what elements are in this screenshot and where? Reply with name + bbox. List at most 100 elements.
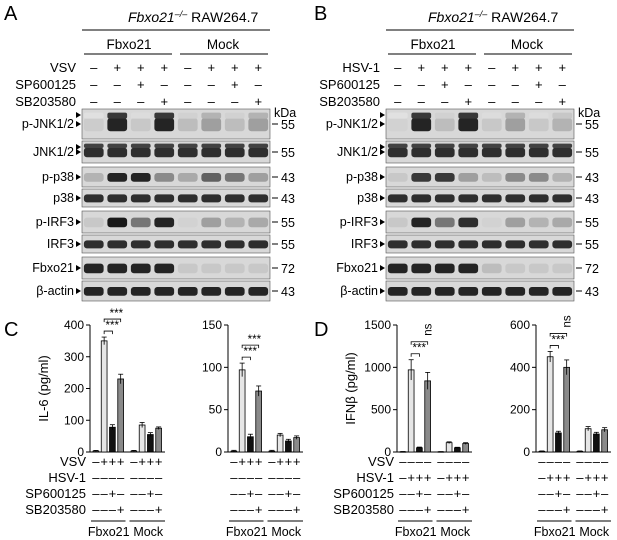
blot-band <box>528 240 549 249</box>
blot-band <box>224 143 245 149</box>
treatment-sign: + <box>445 470 453 485</box>
band-arrow <box>380 219 385 225</box>
kda-marker: 55 <box>585 146 599 160</box>
treatment-label: VSV <box>60 454 86 469</box>
blot-label: p-IRF3 <box>36 215 74 229</box>
significance-bracket <box>241 356 251 361</box>
blot-band <box>434 143 455 149</box>
treatment-sign: + <box>276 454 284 469</box>
treatment-sign: – <box>277 470 285 485</box>
treatment-sign: – <box>130 470 138 485</box>
blot-band <box>154 147 175 158</box>
significance-label: *** <box>110 308 124 320</box>
band-arrow <box>380 241 385 247</box>
blot-band <box>387 217 408 228</box>
treatment-sign: – <box>90 77 98 92</box>
bar <box>255 390 262 453</box>
blot-band <box>83 217 104 228</box>
blot-band <box>528 143 549 149</box>
significance-label: *** <box>248 334 262 346</box>
treatment-sign: – <box>576 502 584 517</box>
blot-band <box>505 173 526 182</box>
treatment-sign: – <box>92 486 100 501</box>
treatment-label: SB203580 <box>15 94 76 109</box>
bar <box>563 366 570 453</box>
treatment-sign: + <box>109 486 117 501</box>
blot-strip <box>385 210 575 234</box>
blot-band <box>130 287 151 296</box>
blot-band <box>83 173 104 182</box>
group-label: Mock <box>133 525 164 539</box>
bar <box>445 442 453 453</box>
treatment-sign: – <box>130 486 138 501</box>
blot-band <box>107 118 128 132</box>
panel-title: Fbxo21–/– RAW264.7 <box>128 9 258 25</box>
treatment-sign: + <box>511 60 519 75</box>
blot-background <box>385 280 575 302</box>
blot-band <box>481 263 502 274</box>
treatment-sign: – <box>585 502 593 517</box>
treatment-sign: – <box>563 486 571 501</box>
treatment-sign: + <box>100 454 108 469</box>
y-tick-label: 500 <box>371 403 391 417</box>
significance-label: *** <box>106 320 120 332</box>
blot-band <box>434 173 455 182</box>
significance-bracket <box>410 353 420 357</box>
bar <box>546 356 554 453</box>
blot-label: Fbxo21 <box>336 261 378 275</box>
blot-background <box>81 140 271 164</box>
blot-label: Fbxo21 <box>32 261 74 275</box>
group-label: Fbxo21 <box>106 37 151 52</box>
blot-band <box>130 143 151 149</box>
blot-strip <box>81 256 271 280</box>
blot-band <box>411 287 432 296</box>
kda-marker: 43 <box>585 192 599 206</box>
significance-bracket <box>103 330 113 335</box>
blot-label: p38 <box>53 191 74 205</box>
blot-label: p-JNK1/2 <box>326 117 378 131</box>
blot-label: IRF3 <box>351 237 378 251</box>
blot-band <box>224 173 245 182</box>
blot-strip <box>385 108 575 140</box>
treatment-sign: – <box>114 77 122 92</box>
group-label: Mock <box>271 525 302 539</box>
treatment-label: VSV <box>368 454 394 469</box>
blot-band <box>528 173 549 182</box>
blot-background <box>385 140 575 164</box>
treatment-sign: + <box>160 94 168 109</box>
treatment-sign: + <box>601 502 609 517</box>
treatment-sign: – <box>130 454 138 469</box>
y-axis-label: IFNβ (pg/ml) <box>343 352 358 424</box>
blot-band <box>434 112 455 119</box>
significance-bracket <box>410 341 429 345</box>
treatment-sign: – <box>593 454 601 469</box>
blot-band <box>107 112 128 119</box>
blot-band <box>107 240 128 249</box>
treatment-sign: + <box>247 454 255 469</box>
blot-band <box>387 112 408 119</box>
significance-label: *** <box>413 343 427 355</box>
kda-marker: 55 <box>281 238 295 252</box>
treatment-sign: + <box>117 454 125 469</box>
blot-band <box>481 118 502 132</box>
kda-marker: 43 <box>281 192 295 206</box>
blot-band <box>458 263 479 274</box>
treatment-sign: + <box>231 77 239 92</box>
treatment-sign: – <box>454 454 462 469</box>
blot-label: IRF3 <box>47 237 74 251</box>
blot-band <box>552 118 573 132</box>
treatment-sign: – <box>563 454 571 469</box>
blot-label: p-p38 <box>346 170 378 184</box>
treatment-sign: + <box>558 60 566 75</box>
blot-band <box>130 147 151 158</box>
blot-label: p-IRF3 <box>340 215 378 229</box>
significance-label: *** <box>552 334 566 346</box>
treatment-sign: – <box>441 94 449 109</box>
treatment-sign: – <box>268 502 276 517</box>
treatment-sign: + <box>601 470 609 485</box>
blot-band <box>387 147 408 158</box>
blot-strip <box>81 210 271 234</box>
treatment-sign: + <box>254 94 262 109</box>
blot-strip <box>81 166 271 188</box>
treatment-sign: – <box>137 94 145 109</box>
